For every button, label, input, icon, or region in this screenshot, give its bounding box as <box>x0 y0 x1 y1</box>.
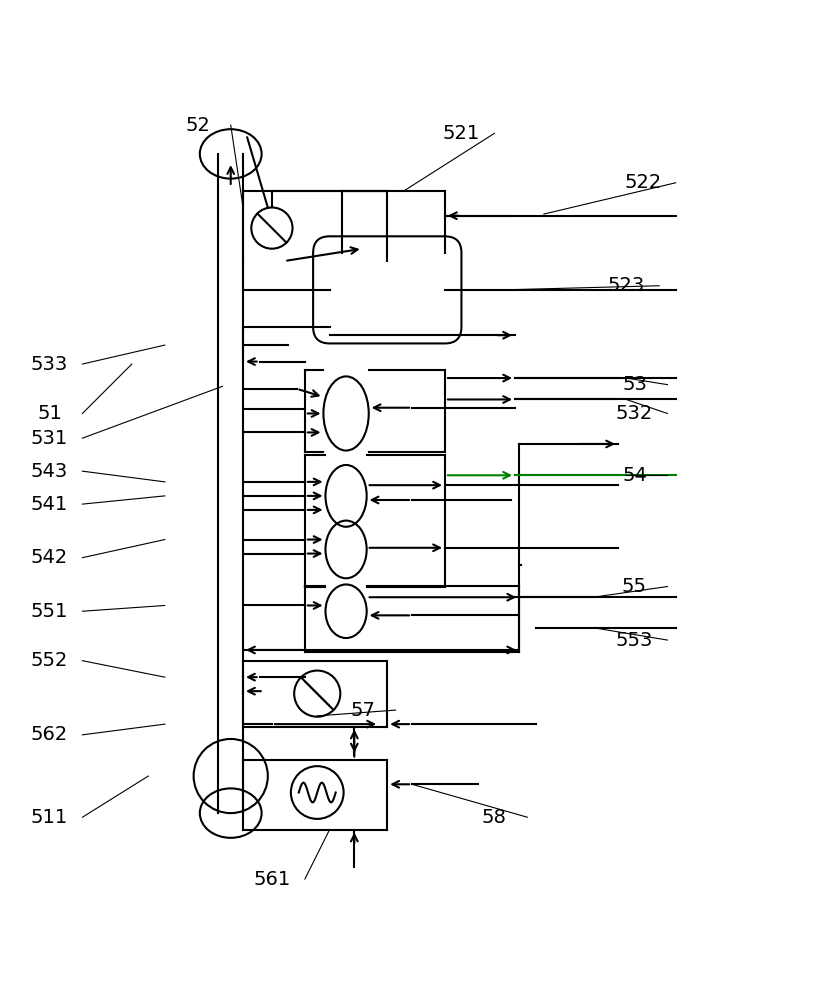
Text: 58: 58 <box>482 808 507 827</box>
Text: 521: 521 <box>442 124 480 143</box>
Text: 551: 551 <box>30 602 68 621</box>
Text: 552: 552 <box>30 651 68 670</box>
Text: 53: 53 <box>622 375 647 394</box>
Text: 54: 54 <box>622 466 647 485</box>
Text: 55: 55 <box>622 577 647 596</box>
Text: 522: 522 <box>624 173 662 192</box>
Text: 541: 541 <box>30 495 68 514</box>
Text: 57: 57 <box>350 701 375 720</box>
Text: 51: 51 <box>37 404 62 423</box>
Text: 553: 553 <box>616 631 653 650</box>
Text: 52: 52 <box>185 116 210 135</box>
Text: 533: 533 <box>30 355 68 374</box>
Text: 562: 562 <box>30 725 68 744</box>
Text: 511: 511 <box>30 808 68 827</box>
Text: 523: 523 <box>607 276 645 295</box>
Text: 532: 532 <box>616 404 653 423</box>
Text: 561: 561 <box>253 870 291 889</box>
Text: 543: 543 <box>30 462 68 481</box>
Text: 531: 531 <box>30 429 68 448</box>
Text: 542: 542 <box>30 548 68 567</box>
